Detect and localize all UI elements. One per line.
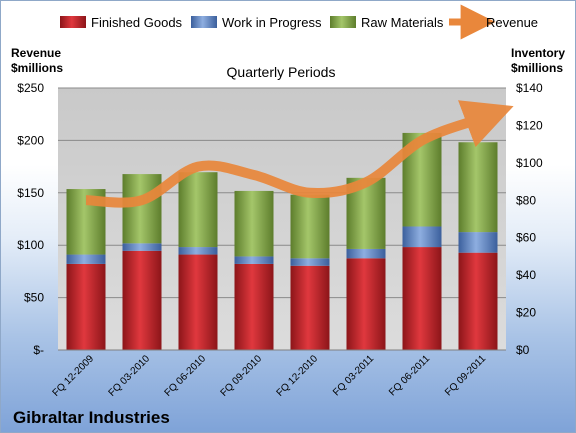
bar-raw-materials [178,172,218,248]
legend-item-revenue: Revenue [449,4,538,40]
legend-swatch-finished-goods [60,16,86,28]
x-tick-label: FQ 03-2010 [107,353,153,399]
x-tick-label: FQ 09-2011 [443,353,488,398]
y-right-tick-label: $100 [516,156,543,170]
y-right-tick-label: $60 [516,231,536,245]
bar-finished-goods [458,252,498,350]
bar-finished-goods [290,265,330,350]
bar-finished-goods [346,258,386,350]
x-tick-label: FQ 12-2009 [51,353,97,399]
bar-finished-goods [402,247,442,350]
y-left-tick-labels: $- $50 $100 $150 $200 $250 [17,81,44,357]
bar-work-in-progress [178,247,218,255]
legend-item-work-in-progress: Work in Progress [191,15,322,30]
y-left-tick-label: $50 [24,291,44,305]
legend-label-raw-materials: Raw Materials [361,15,444,30]
y-right-tick-label: $40 [516,268,536,282]
bar-work-in-progress [122,243,162,251]
bar-work-in-progress [234,256,274,264]
bar-work-in-progress [290,258,330,266]
legend-swatch-work-in-progress [191,16,217,28]
legend-label-work-in-progress: Work in Progress [222,15,322,30]
y-left-tick-label: $250 [17,81,44,95]
y-right-tick-label: $20 [516,306,536,320]
y-right-tick-label: $0 [516,343,530,357]
bar-raw-materials [290,194,330,259]
bar-raw-materials [458,142,498,233]
revenue-series-line [85,100,514,208]
y-left-tick-label: $150 [17,186,44,200]
y-right-tick-label: $140 [516,81,543,95]
legend-item-finished-goods: Finished Goods [60,15,183,30]
chart-title: Quarterly Periods [227,64,336,80]
legend-label-revenue: Revenue [486,15,538,30]
bar-work-in-progress [402,226,442,248]
legend-swatch-raw-materials [330,16,356,28]
bar-finished-goods [66,263,106,350]
bar-work-in-progress [66,254,106,264]
legend: Finished Goods Work in Progress Raw Mate… [60,4,538,40]
x-tick-label: FQ 03-2011 [331,353,376,398]
y-left-tick-label: $200 [17,133,44,147]
y-left-axis-title-line2: $millions [11,61,63,75]
revenue-line [85,100,514,208]
bar-work-in-progress [458,232,498,253]
y-right-axis-title-line2: $millions [511,61,563,75]
company-name: Gibraltar Industries [13,408,170,427]
bars [66,132,498,350]
y-right-axis-title-line1: Inventory [511,46,565,60]
legend-item-raw-materials: Raw Materials [330,15,444,30]
bar-work-in-progress [346,248,386,259]
legend-label-finished-goods: Finished Goods [91,15,183,30]
y-right-tick-label: $120 [516,118,543,132]
x-tick-label: FQ 06-2010 [163,353,209,399]
x-tick-label: FQ 09-2010 [219,353,265,399]
y-left-tick-label: $100 [17,238,44,252]
x-tick-label: FQ 12-2010 [275,353,321,399]
y-right-tick-label: $80 [516,193,536,207]
bar-raw-materials [122,174,162,244]
bar-finished-goods [178,254,218,350]
y-left-axis-title-line1: Revenue [11,46,61,60]
bar-finished-goods [234,263,274,350]
x-tick-labels: FQ 12-2009 FQ 03-2010 FQ 06-2010 FQ 09-2010… [51,353,489,399]
y-right-tick-labels: $0 $20 $40 $60 $80 $100 $120 $140 [516,81,543,357]
y-left-tick-label: $- [33,343,44,357]
x-tick-label: FQ 06-2011 [387,353,432,398]
bar-finished-goods [122,250,162,350]
bar-raw-materials [234,190,274,257]
